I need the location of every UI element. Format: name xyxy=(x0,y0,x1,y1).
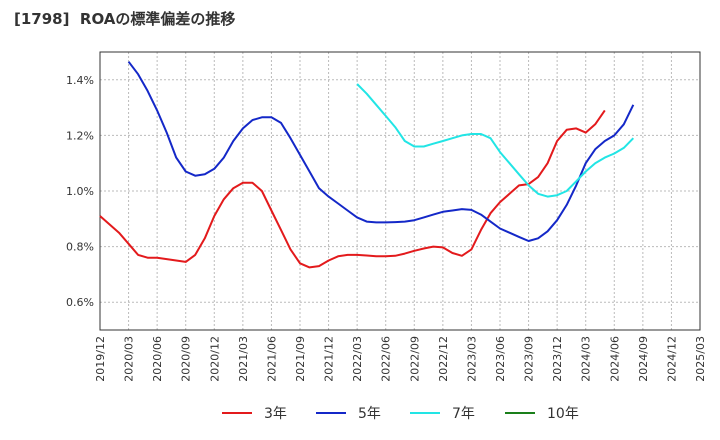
x-tick-label: 2024/09 xyxy=(637,336,650,382)
x-tick-label: 2020/03 xyxy=(123,336,136,382)
legend: 3年 5年 7年 10年 xyxy=(222,406,579,422)
series-line-3年 xyxy=(99,109,606,269)
x-tick-label: 2024/12 xyxy=(665,336,678,382)
legend-label: 7年 xyxy=(452,406,475,422)
x-tick-label: 2022/12 xyxy=(437,336,450,382)
x-tick-label: 2021/09 xyxy=(294,336,307,382)
y-tick-label: 0.6% xyxy=(66,296,94,309)
series-lines xyxy=(99,61,635,269)
y-axis: 0.6% 0.8% 1.0% 1.2% 1.4% xyxy=(66,74,94,309)
x-tick-label: 2023/03 xyxy=(465,336,478,382)
x-tick-label: 2025/03 xyxy=(694,336,707,382)
plot-area xyxy=(99,51,701,331)
x-tick-label: 2022/03 xyxy=(351,336,364,382)
chart-title: [1798] ROAの標準偏差の推移 xyxy=(14,10,236,28)
x-tick-label: 2023/06 xyxy=(494,336,507,382)
x-tick-label: 2024/03 xyxy=(580,336,593,382)
x-tick-label: 2021/06 xyxy=(265,336,278,382)
y-tick-label: 1.4% xyxy=(66,74,94,87)
legend-label: 10年 xyxy=(547,406,579,422)
y-tick-label: 1.0% xyxy=(66,185,94,198)
x-tick-label: 2023/12 xyxy=(551,336,564,382)
x-axis: 2019/12 2020/03 2020/06 2020/09 2020/12 2021/… xyxy=(94,336,707,382)
x-tick-label: 2019/12 xyxy=(94,336,107,382)
x-tick-label: 2022/09 xyxy=(408,336,421,382)
y-tick-label: 0.8% xyxy=(66,241,94,254)
x-tick-label: 2021/03 xyxy=(237,336,250,382)
x-tick-label: 2023/09 xyxy=(523,336,536,382)
x-tick-label: 2021/12 xyxy=(323,336,336,382)
x-tick-label: 2020/09 xyxy=(180,336,193,382)
x-tick-label: 2020/12 xyxy=(208,336,221,382)
grid-lines xyxy=(100,52,700,330)
legend-label: 3年 xyxy=(264,406,287,422)
series-line-5年 xyxy=(127,61,635,242)
legend-label: 5年 xyxy=(358,406,381,422)
x-tick-label: 2022/06 xyxy=(380,336,393,382)
y-tick-label: 1.2% xyxy=(66,129,94,142)
x-tick-label: 2020/06 xyxy=(151,336,164,382)
series-line-7年 xyxy=(356,83,635,198)
x-tick-label: 2024/06 xyxy=(608,336,621,382)
